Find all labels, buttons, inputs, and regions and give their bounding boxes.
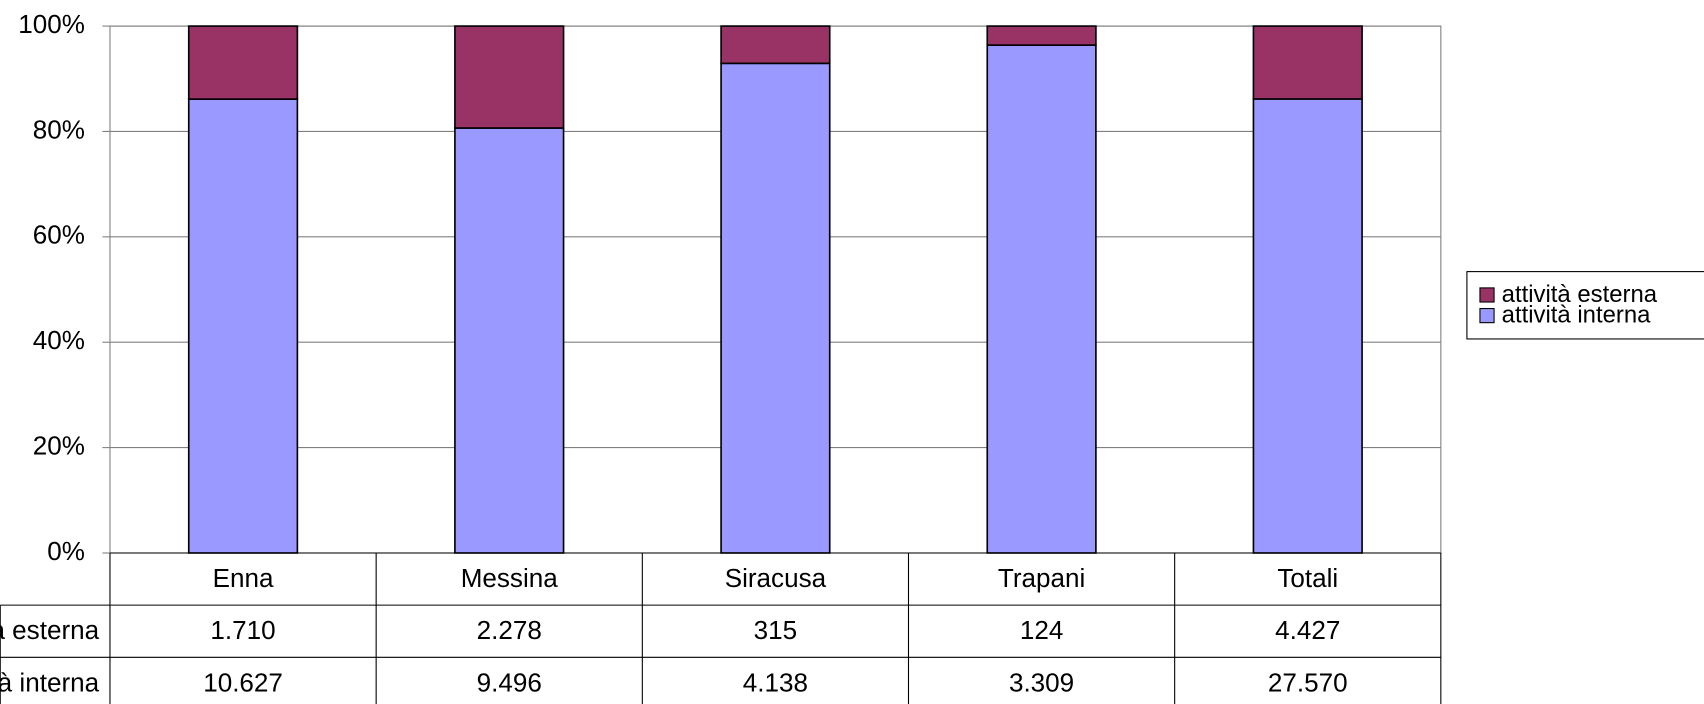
table-cell: 1.710 [210,615,275,645]
y-tick-label: 80% [33,114,85,144]
y-tick-label: 40% [33,325,85,355]
legend-label: attività esterna [1502,281,1658,308]
bar-segment [187,25,299,100]
bar-segment [986,44,1097,554]
y-tick-label: 100% [18,9,85,39]
x-tick-label: Totali [1277,563,1338,593]
table-cell: 3.309 [1009,667,1074,697]
bar-segment [986,25,1097,46]
bar-segment [1252,98,1363,554]
x-tick-label: Siracusa [725,563,827,593]
x-tick-label: Messina [461,563,559,593]
table-cell: 4.138 [743,667,808,697]
bar-segment [720,62,831,554]
y-tick-label: 20% [33,430,85,460]
legend-box [1466,271,1704,340]
legend-label: attività interna [1502,301,1651,328]
table-cell: 10.627 [203,667,283,697]
bar-segment [187,98,299,554]
table-row-label: attività esterna [0,615,100,645]
table-cell: 4.427 [1275,615,1340,645]
table-cell: 27.570 [1268,667,1348,697]
table-cell: 9.496 [477,667,542,697]
x-tick-label: Enna [213,563,274,593]
bar-segment [454,127,565,554]
table-cell: 315 [754,615,797,645]
bar-segment [1252,25,1363,100]
table-row-label: attività interna [0,667,100,697]
bar-segment [454,25,565,129]
y-tick-label: 0% [47,536,85,566]
y-tick-label: 60% [33,220,85,250]
bar-segment [720,25,831,65]
legend-swatch [1479,307,1495,324]
x-tick-label: Trapani [998,563,1085,593]
legend-swatch [1479,287,1495,303]
table-cell: 2.278 [477,615,542,645]
table-cell: 124 [1020,615,1063,645]
